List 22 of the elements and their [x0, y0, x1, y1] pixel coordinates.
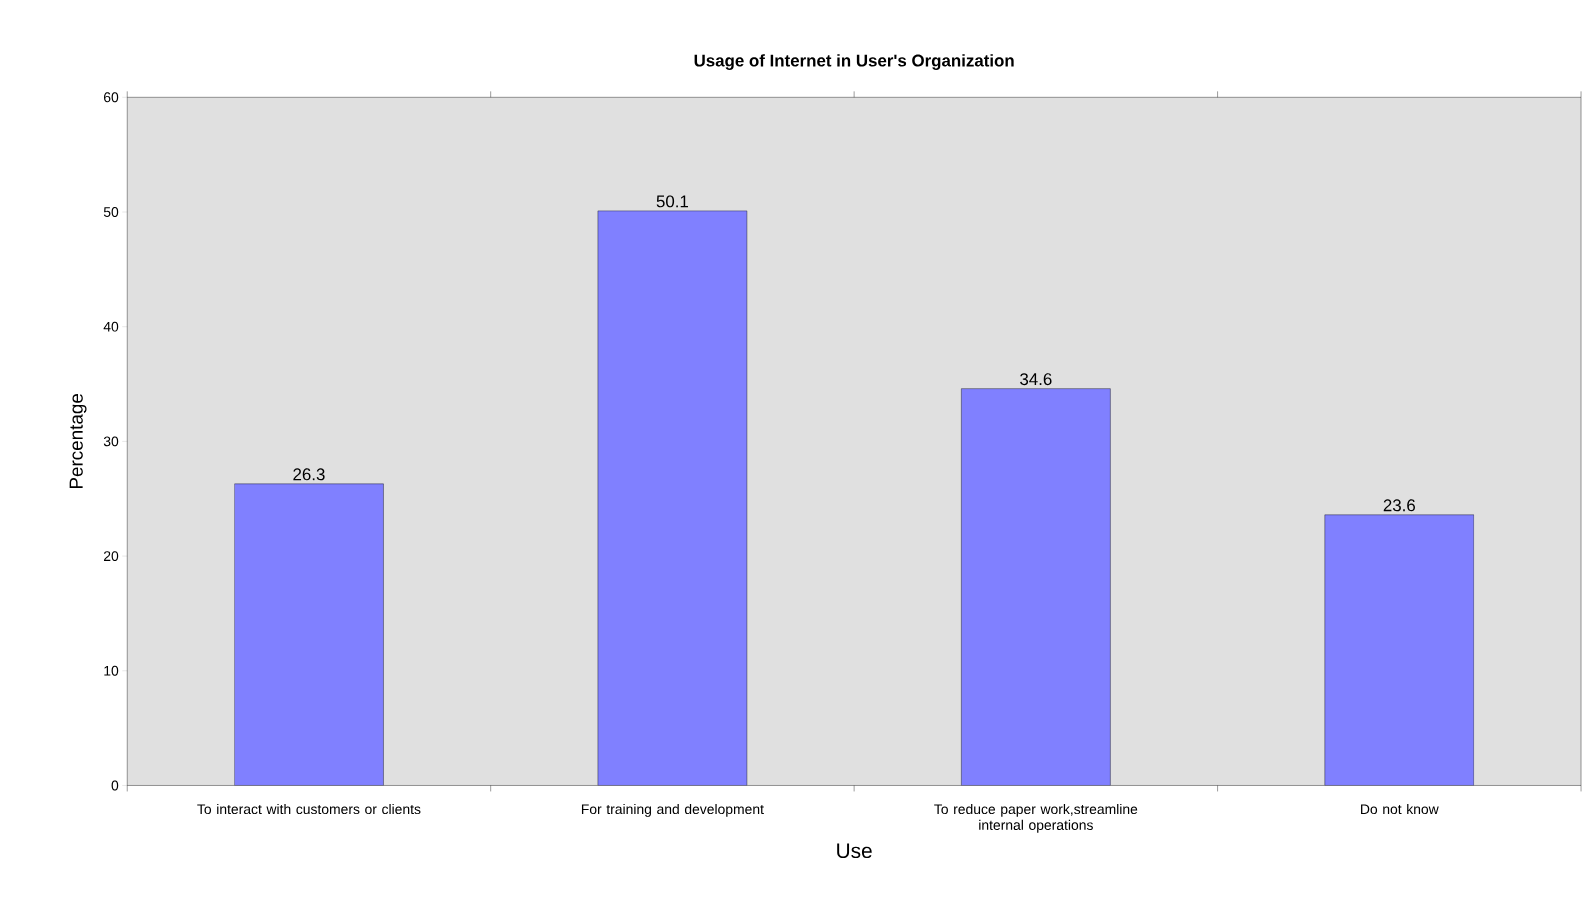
y-tick-label: 50 — [103, 207, 119, 218]
data-label: 34.6 — [1020, 373, 1052, 386]
y-tick-label: 60 — [104, 92, 119, 103]
x-tick-label: Do not know — [1361, 804, 1439, 815]
bar — [234, 483, 384, 786]
x-tick-label: For training and development — [581, 804, 764, 818]
y-tick-label: 40 — [103, 322, 119, 332]
x-tick-label: To reduce paper work,streamline internal operations — [934, 804, 1138, 833]
chart-title: Usage of Internet in User's Organization — [694, 54, 1014, 71]
data-label: 50.1 — [656, 195, 689, 208]
y-axis-title: Percentage — [69, 394, 87, 489]
bar — [597, 210, 748, 786]
data-label: 26.3 — [293, 468, 325, 481]
bar — [1324, 514, 1475, 786]
data-label: 23.6 — [1383, 499, 1415, 512]
y-tick-label: 10 — [104, 666, 119, 676]
x-axis-title: Use — [837, 843, 872, 859]
y-tick-label: 20 — [104, 551, 119, 562]
bar — [961, 388, 1111, 786]
x-tick-label: To interact with customers or clients — [197, 804, 421, 815]
y-tick-label: 30 — [103, 436, 119, 447]
y-tick-label: 0 — [111, 780, 119, 791]
